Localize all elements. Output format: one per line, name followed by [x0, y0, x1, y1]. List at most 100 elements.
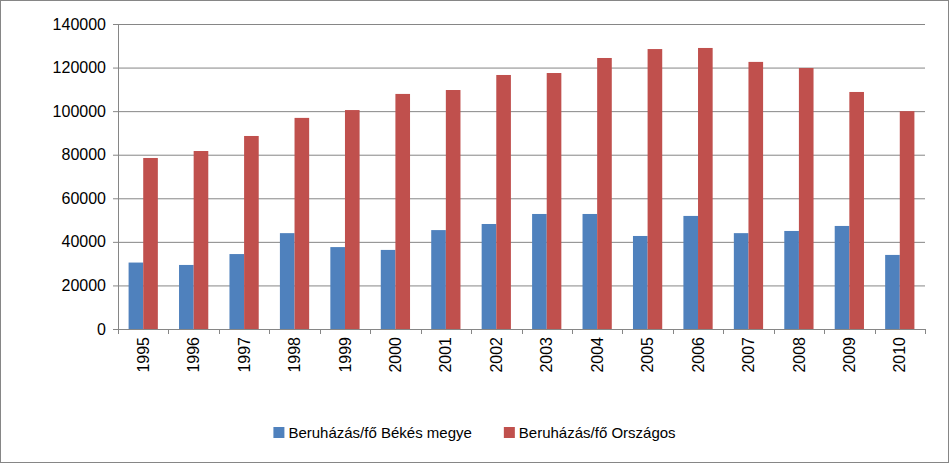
bar	[345, 110, 360, 329]
x-separator	[471, 329, 472, 334]
x-tick: 1999	[337, 329, 354, 373]
y-tick: 80000	[62, 146, 119, 163]
y-tick-label: 20000	[62, 277, 107, 294]
bar	[784, 231, 799, 329]
y-tick-label: 0	[97, 321, 106, 338]
x-tick: 2005	[639, 329, 656, 373]
x-tick-label: 2001	[437, 337, 454, 373]
x-tick-label: 2003	[538, 337, 555, 373]
x-separator	[925, 329, 926, 334]
bar	[280, 233, 295, 329]
y-tick-mark	[113, 24, 118, 25]
x-separator	[522, 329, 523, 334]
x-tick-label: 2005	[639, 337, 656, 373]
x-tick-label: 1997	[236, 337, 253, 373]
x-tick: 2010	[891, 329, 908, 373]
grid-line	[118, 24, 925, 25]
x-tick: 2003	[538, 329, 555, 373]
legend: Beruházás/fő Békés megye Beruházás/fő Ors…	[273, 424, 675, 441]
x-tick: 2009	[841, 329, 858, 373]
x-tick: 1997	[236, 329, 253, 373]
x-tick-label: 1998	[286, 337, 303, 373]
legend-item: Beruházás/fő Békés megye	[273, 424, 471, 441]
x-tick: 2004	[589, 329, 606, 373]
y-axis: 0 20000 40000 60000 80000 100000 120000 140000	[53, 16, 119, 338]
series-bars	[143, 48, 914, 329]
x-tick: 1998	[286, 329, 303, 373]
grid	[118, 25, 925, 330]
bar	[143, 158, 158, 329]
bar	[597, 58, 612, 329]
x-separator	[572, 329, 573, 334]
bar	[395, 94, 410, 329]
x-separator	[774, 329, 775, 334]
x-tick: 1996	[185, 329, 202, 373]
x-separators	[119, 329, 926, 334]
x-tick-label: 2002	[488, 337, 505, 373]
y-tick-mark	[113, 242, 118, 243]
bar	[648, 49, 663, 329]
bar	[330, 247, 345, 329]
x-tick-label: 1999	[337, 337, 354, 373]
bar	[734, 233, 749, 329]
x-tick-label: 2009	[841, 337, 858, 373]
legend-label: Beruházás/fő Békés megye	[288, 424, 471, 441]
bar	[532, 214, 547, 329]
y-tick-mark	[113, 285, 118, 286]
x-separator	[320, 329, 321, 334]
bar	[129, 263, 144, 329]
x-tick-label: 2000	[387, 337, 404, 373]
y-tick-mark	[113, 155, 118, 156]
x-separator	[421, 329, 422, 334]
grid-line	[118, 329, 925, 330]
y-tick: 60000	[62, 190, 119, 207]
x-tick: 2007	[740, 329, 757, 373]
x-separator	[370, 329, 371, 334]
x-axis: 1995 1996 1997 1998 1999 2000 2001 2002 2003 2004…	[119, 329, 926, 373]
y-axis-line	[118, 25, 119, 330]
y-tick-label: 140000	[53, 16, 106, 33]
y-tick-mark	[113, 68, 118, 69]
bar	[431, 230, 446, 329]
bar	[683, 216, 698, 329]
legend-item: Beruházás/fő Országos	[504, 424, 676, 441]
bar	[547, 73, 562, 329]
x-separator	[622, 329, 623, 334]
x-tick: 2008	[791, 329, 808, 373]
bar	[381, 250, 396, 329]
bar	[295, 118, 310, 329]
bar	[482, 224, 497, 329]
legend-swatch	[273, 427, 284, 438]
bar	[633, 236, 648, 329]
y-tick-label: 40000	[62, 233, 107, 250]
legend-swatch	[504, 427, 515, 438]
x-tick: 1995	[135, 329, 152, 373]
y-tick-mark	[113, 111, 118, 112]
plot: 0 20000 40000 60000 80000 100000 120000 140000 1…	[53, 16, 926, 373]
x-tick-label: 2010	[891, 337, 908, 373]
x-separator	[723, 329, 724, 334]
y-tick: 0	[97, 321, 118, 338]
x-tick: 2001	[437, 329, 454, 373]
bar	[229, 254, 244, 329]
x-separator	[118, 329, 119, 334]
bars	[129, 48, 915, 329]
bar	[799, 68, 814, 329]
x-tick-label: 1996	[185, 337, 202, 373]
y-tick: 100000	[53, 103, 118, 120]
x-tick-label: 2004	[589, 337, 606, 373]
bar	[194, 151, 209, 329]
bar	[849, 92, 864, 329]
x-separator	[269, 329, 270, 334]
x-tick: 2000	[387, 329, 404, 373]
bar	[748, 62, 763, 329]
bar	[698, 48, 713, 329]
y-tick-label: 100000	[53, 103, 106, 120]
bar	[583, 214, 598, 329]
y-tick: 120000	[53, 59, 118, 76]
x-tick: 2006	[690, 329, 707, 373]
chart: 0 20000 40000 60000 80000 100000 120000 140000 1…	[0, 0, 949, 463]
bar	[244, 136, 259, 329]
y-tick: 140000	[53, 16, 118, 33]
chart-frame	[1, 1, 949, 463]
